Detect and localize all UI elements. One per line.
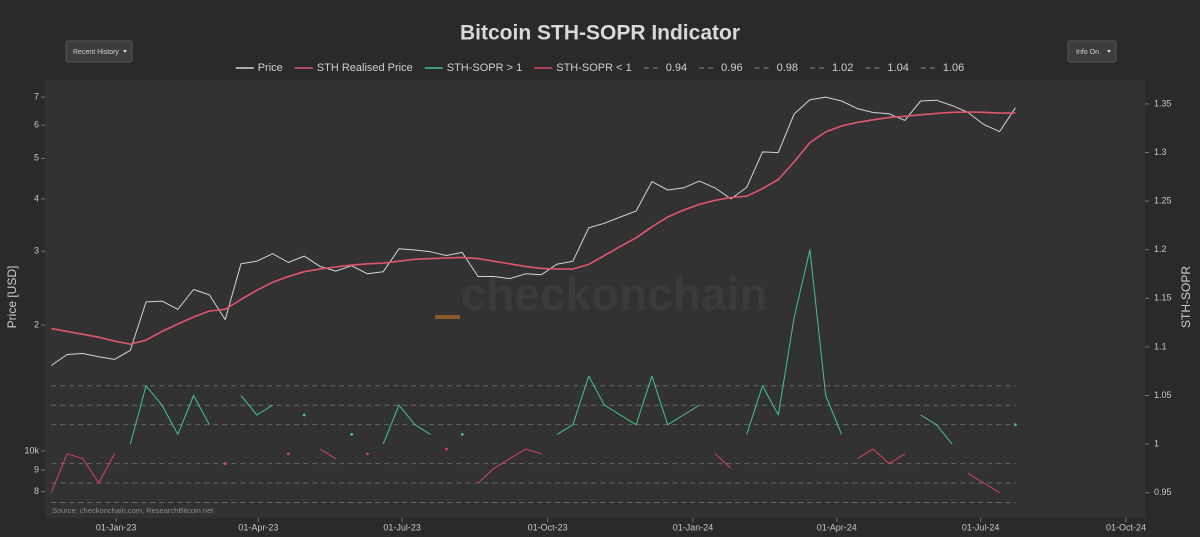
dropdown-label[interactable]: Recent History	[73, 49, 119, 56]
y-tick-label: 9	[34, 465, 39, 475]
plot-area	[45, 80, 1145, 518]
series-line	[714, 453, 732, 469]
dropdown-box[interactable]	[65, 40, 133, 63]
dropdown-box[interactable]	[1067, 40, 1117, 63]
series-line	[51, 111, 1016, 345]
y-tick-label: 3	[34, 246, 39, 256]
y2-tick-label: 1.2	[1154, 244, 1167, 254]
dropdown-label[interactable]: Info On	[1076, 49, 1099, 56]
logo-mark	[435, 315, 460, 319]
y2-axis-title: STH-SOPR	[1179, 266, 1193, 328]
series-point	[1014, 423, 1017, 427]
series-line	[920, 414, 953, 445]
legend-label: 0.94	[666, 62, 687, 74]
legend-label: Price	[258, 62, 283, 74]
series-line	[967, 472, 1000, 494]
x-tick-label: 01-Jan-23	[96, 522, 137, 532]
legend-label: 1.06	[943, 62, 964, 74]
series-line	[857, 448, 906, 465]
y2-tick-label: 1.15	[1154, 293, 1172, 303]
y-tick-label: 4	[34, 193, 39, 203]
watermark: checkonchain	[461, 268, 768, 320]
y2-tick-label: 0.95	[1154, 487, 1172, 497]
series-line	[240, 395, 273, 416]
x-tick-label: 01-Jan-24	[673, 522, 714, 532]
series-line	[477, 448, 542, 484]
series-line	[51, 96, 1016, 366]
series-line	[319, 448, 337, 460]
series-line	[129, 385, 210, 445]
y2-tick-label: 1.35	[1154, 98, 1172, 108]
series-point	[223, 462, 227, 465]
series-point	[286, 452, 290, 456]
legend-label: 0.96	[721, 62, 742, 74]
legend-label: STH Realised Price	[317, 62, 413, 74]
y-tick-label: 6	[34, 120, 39, 130]
y-axis-title: Price [USD]	[5, 266, 19, 329]
y-tick-label: 2	[34, 319, 39, 329]
y2-tick-label: 1.25	[1154, 195, 1172, 205]
legend-label: STH-SOPR > 1	[447, 62, 523, 74]
x-tick-label: 01-Oct-23	[528, 522, 568, 532]
y2-tick-label: 1.3	[1154, 147, 1167, 157]
series-line	[382, 404, 431, 445]
series-point	[350, 433, 354, 436]
legend: Price STH Realised Price STH-SOPR > 1 STH-S…	[235, 62, 964, 74]
legend-label: 1.04	[887, 62, 908, 74]
chart-title: Bitcoin STH-SOPR Indicator	[460, 22, 740, 45]
y2-tick-label: 1.05	[1154, 390, 1172, 400]
series-point	[445, 447, 448, 451]
series-point	[460, 433, 464, 436]
x-tick-label: 01-Oct-24	[1106, 522, 1146, 532]
series-point	[302, 413, 306, 417]
x-tick-label: 01-Jul-24	[962, 522, 1000, 532]
x-tick-label: 01-Apr-24	[817, 522, 857, 532]
source-note: Source: checkonchain.com, ResearchBitcoi…	[52, 506, 214, 515]
history-dropdown[interactable]: Recent History	[65, 40, 133, 63]
x-tick-label: 01-Apr-23	[238, 522, 278, 532]
y2-tick-label: 1.1	[1154, 341, 1167, 351]
y2-tick-label: 1	[1154, 439, 1159, 449]
dropdown-arrow	[1107, 50, 1111, 53]
series-point	[366, 452, 369, 456]
y-tick-label: 8	[34, 486, 39, 496]
dropdown-arrow	[123, 50, 127, 53]
legend-label: 1.02	[832, 62, 853, 74]
series-line	[746, 249, 843, 435]
y-tick-label: 7	[34, 91, 39, 101]
info-dropdown[interactable]: Info On	[1067, 40, 1117, 63]
y-tick-label: 5	[34, 153, 39, 163]
series-line	[556, 375, 700, 435]
y-tick-label: 10k	[24, 445, 39, 455]
x-tick-label: 01-Jul-23	[383, 522, 421, 532]
series-line	[50, 453, 115, 493]
legend-label: 0.98	[777, 62, 798, 74]
legend-label: STH-SOPR < 1	[556, 62, 632, 74]
